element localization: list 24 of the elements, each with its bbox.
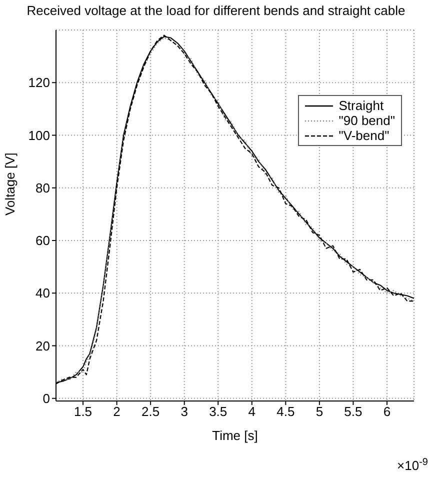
x-tick-label: 2 (113, 404, 120, 420)
x-tick-label: 5 (316, 404, 324, 420)
x-tick-label: 3 (180, 404, 188, 420)
text: ×10$^{-9}$ (397, 456, 428, 473)
x-axis-title: Time [s] (212, 428, 258, 443)
x-tick-label: 3.5 (209, 404, 228, 420)
chart-title: Received voltage at the load for different bends and straight cable (26, 3, 406, 18)
legend-label: Straight (338, 98, 384, 113)
y-tick-label: 40 (36, 286, 50, 301)
x-tick-label: 2.5 (142, 404, 160, 420)
y-tick-label: 0 (42, 390, 50, 406)
x-tick-label: 6 (383, 404, 391, 420)
y-tick-label: 120 (28, 75, 50, 90)
x-tick-label: 1.5 (74, 404, 92, 420)
y-tick-label: 20 (36, 338, 50, 354)
y-tick-label: 80 (36, 180, 50, 196)
y-tick-label: 60 (36, 233, 50, 248)
legend-label: "V-bend" (338, 128, 390, 143)
x-tick-label: 4 (248, 404, 256, 420)
y-tick-label: 100 (28, 128, 50, 143)
legend-label: "90 bend" (338, 113, 395, 128)
x-tick-label: 5.5 (344, 404, 362, 420)
x-tick-label: 4.5 (276, 404, 295, 420)
y-axis-title: Voltage [V] (2, 152, 18, 216)
